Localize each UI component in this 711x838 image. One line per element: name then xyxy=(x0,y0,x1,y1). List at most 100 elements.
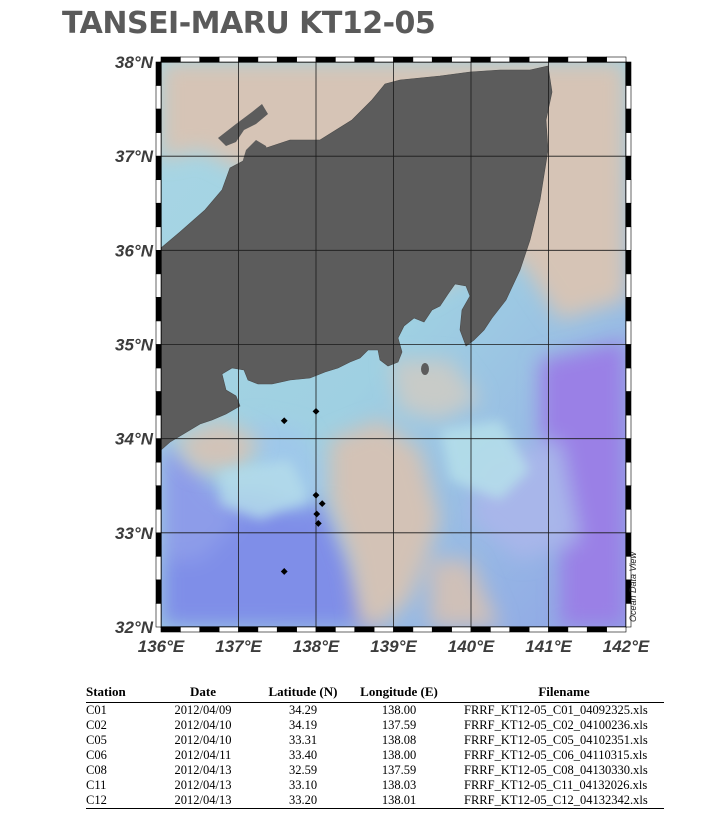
cell-latitude: 33.31 xyxy=(288,733,318,747)
table-header-row: Station Date Latitude (N) Longitude (E) … xyxy=(86,683,664,703)
frame-tick xyxy=(155,579,162,604)
longitude-label: 138°E xyxy=(293,637,340,656)
frame-tick xyxy=(625,485,632,510)
frame-tick xyxy=(155,532,162,557)
latitude-label: 35°N xyxy=(115,336,154,355)
station-marker-c05[interactable] xyxy=(318,500,326,508)
header-date: Date xyxy=(144,683,262,703)
frame-tick xyxy=(625,85,632,110)
frame-tick xyxy=(625,344,632,369)
frame-tick xyxy=(625,179,632,204)
cell-latitude: 32.59 xyxy=(288,763,318,777)
cell-latitude: 33.40 xyxy=(288,748,318,762)
table-row: C05 2012/04/10 33.31 138.08 FRRF_KT12-05_C05… xyxy=(86,733,664,748)
frame-tick xyxy=(155,391,162,416)
frame-tick xyxy=(155,226,162,251)
frame-tick xyxy=(155,297,162,322)
station-marker-c06[interactable] xyxy=(312,491,320,499)
cell-date: 2012/04/11 xyxy=(174,748,232,762)
cell-longitude: 137.59 xyxy=(381,718,417,732)
frame-tick xyxy=(393,626,414,633)
cell-longitude: 138.00 xyxy=(381,748,417,762)
frame-tick xyxy=(296,626,317,633)
header-station: Station xyxy=(86,683,144,703)
table-row: C11 2012/04/13 33.10 138.03 FRRF_KT12-05_C11… xyxy=(86,778,664,793)
longitude-label: 139°E xyxy=(370,637,417,656)
graticule xyxy=(161,62,626,627)
cell-longitude: 138.00 xyxy=(381,703,417,717)
frame-tick xyxy=(509,56,530,63)
longitude-label: 140°E xyxy=(448,637,495,656)
cell-filename: FRRF_KT12-05_C12_04132342.xls xyxy=(454,793,664,809)
frame-tick xyxy=(354,626,375,633)
frame-tick xyxy=(155,85,162,110)
frame-tick xyxy=(155,273,162,298)
frame-tick xyxy=(276,626,297,633)
frame-tick xyxy=(155,250,162,275)
frame-tick xyxy=(509,626,530,633)
frame-tick xyxy=(490,626,511,633)
frame-tick xyxy=(155,508,162,534)
frame-tick xyxy=(155,485,162,510)
frame-tick xyxy=(451,56,472,63)
frame-tick xyxy=(625,320,632,345)
land-oshima xyxy=(421,363,429,375)
frame-tick xyxy=(470,56,491,63)
frame-tick xyxy=(586,56,607,63)
station-marker-c12[interactable] xyxy=(313,510,321,518)
station-markers xyxy=(280,407,326,575)
cell-latitude: 34.29 xyxy=(288,703,318,717)
frame-tick xyxy=(155,461,162,487)
frame-tick xyxy=(335,56,356,63)
cell-station: C12 xyxy=(86,793,144,809)
frame-tick xyxy=(470,626,491,633)
station-marker-c02[interactable] xyxy=(280,417,288,425)
frame-tick xyxy=(412,56,433,63)
cell-date: 2012/04/10 xyxy=(174,718,232,732)
frame-tick xyxy=(373,626,394,633)
frame-tick xyxy=(155,367,162,392)
frame-tick xyxy=(335,626,356,633)
frame-tick xyxy=(548,626,569,633)
frame-tick xyxy=(528,56,549,63)
table-row: C02 2012/04/10 34.19 137.59 FRRF_KT12-05_C02… xyxy=(86,718,664,733)
cell-filename: FRRF_KT12-05_C05_04102351.xls xyxy=(464,733,648,747)
latitude-label: 33°N xyxy=(115,524,154,543)
station-marker-c08[interactable] xyxy=(280,568,288,575)
frame-tick xyxy=(625,508,632,534)
latitude-label: 38°N xyxy=(115,53,154,72)
station-map[interactable]: 38°N37°N36°N35°N34°N33°N32°N 136°E 137°E 1… xyxy=(0,0,711,680)
land-noto xyxy=(240,140,270,180)
longitude-labels: 136°E 137°E 138°E 139°E 140°E 141°E 142°E xyxy=(138,637,650,656)
header-latitude: Latitude (N) xyxy=(262,683,344,703)
frame-tick xyxy=(155,414,162,439)
frame-tick xyxy=(160,626,181,633)
longitude-label: 137°E xyxy=(215,637,262,656)
frame-tick xyxy=(625,202,632,228)
frame-tick xyxy=(625,273,632,298)
frame-tick xyxy=(155,603,162,628)
frame-tick xyxy=(257,56,278,63)
frame-tick xyxy=(155,320,162,345)
frame-tick xyxy=(155,155,162,181)
frame-tick xyxy=(625,226,632,251)
station-marker-c11[interactable] xyxy=(314,520,322,527)
frame-tick xyxy=(431,56,452,63)
frame-tick xyxy=(451,626,472,633)
frame-tick xyxy=(625,61,632,86)
frame-tick xyxy=(160,56,181,63)
frame-tick xyxy=(625,603,632,628)
cell-longitude: 137.59 xyxy=(381,763,417,777)
frame-tick xyxy=(238,626,259,633)
cell-latitude: 33.20 xyxy=(262,793,344,809)
cell-date: 2012/04/09 xyxy=(174,703,232,717)
frame-tick xyxy=(567,626,588,633)
station-marker-c01[interactable] xyxy=(312,407,320,415)
frame-ticks xyxy=(155,56,632,633)
cell-longitude: 138.08 xyxy=(381,733,417,747)
frame-tick xyxy=(625,367,632,392)
frame-tick xyxy=(199,626,220,633)
frame-tick xyxy=(296,56,317,63)
cell-station: C01 xyxy=(86,703,107,717)
frame-tick xyxy=(625,132,632,157)
